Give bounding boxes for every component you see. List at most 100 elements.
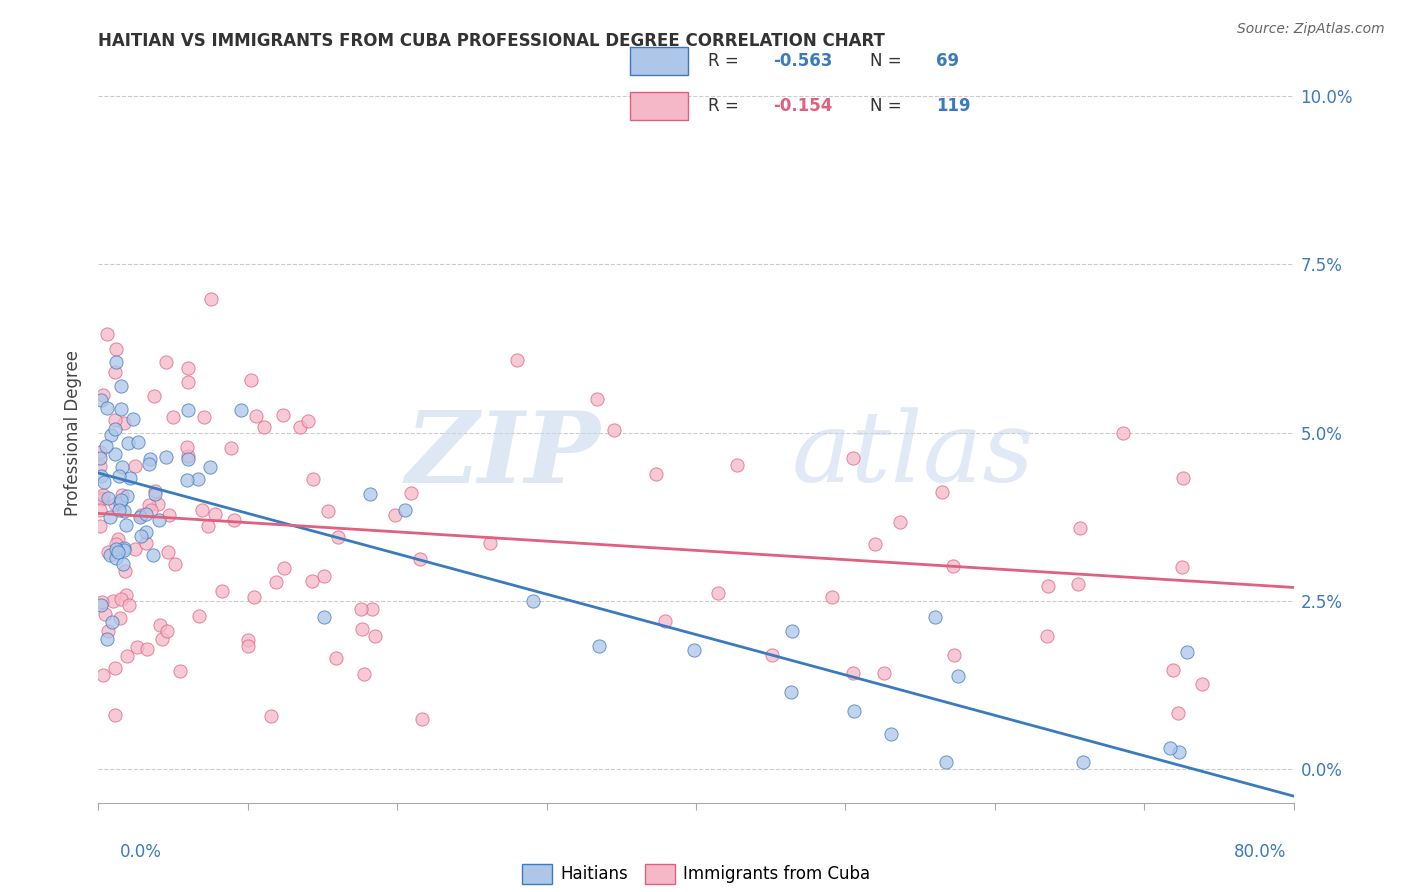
- Point: [129, 508, 152, 522]
- Point: [89, 445, 111, 459]
- Point: [115, 588, 138, 602]
- Point: [98, 548, 121, 562]
- Point: [104, 537, 127, 551]
- Point: [394, 503, 416, 517]
- Point: [163, 557, 186, 571]
- Point: [90, 598, 112, 612]
- Text: -0.563: -0.563: [773, 52, 832, 70]
- Point: [110, 493, 132, 508]
- Text: N =: N =: [870, 97, 907, 115]
- Point: [260, 709, 283, 723]
- Point: [842, 666, 865, 681]
- Point: [97, 491, 120, 506]
- Point: [162, 409, 184, 424]
- Point: [654, 614, 676, 628]
- Point: [108, 496, 131, 510]
- Point: [111, 460, 134, 475]
- Point: [118, 598, 141, 612]
- Point: [155, 450, 177, 464]
- Point: [101, 594, 124, 608]
- Point: [288, 420, 311, 434]
- Point: [238, 639, 260, 653]
- Point: [187, 608, 209, 623]
- Point: [177, 452, 200, 467]
- Point: [104, 447, 127, 461]
- Point: [297, 414, 319, 428]
- Point: [169, 664, 191, 678]
- Point: [136, 642, 159, 657]
- Point: [316, 504, 339, 518]
- Point: [221, 441, 243, 455]
- Point: [585, 392, 607, 406]
- Point: [120, 471, 142, 485]
- Point: [112, 543, 135, 558]
- Point: [204, 507, 226, 521]
- Text: 0.0%: 0.0%: [120, 843, 162, 861]
- Point: [176, 375, 198, 389]
- Point: [121, 412, 143, 426]
- Point: [127, 434, 149, 449]
- Text: 119: 119: [936, 97, 970, 115]
- Text: HAITIAN VS IMMIGRANTS FROM CUBA PROFESSIONAL DEGREE CORRELATION CHART: HAITIAN VS IMMIGRANTS FROM CUBA PROFESSI…: [98, 32, 886, 50]
- Point: [328, 530, 350, 544]
- Point: [96, 401, 118, 415]
- Point: [197, 518, 219, 533]
- Point: [108, 469, 131, 483]
- Point: [363, 628, 385, 642]
- Point: [191, 503, 214, 517]
- Point: [176, 440, 198, 454]
- Point: [110, 591, 132, 606]
- Point: [1167, 745, 1189, 759]
- Point: [588, 639, 610, 653]
- Point: [107, 532, 129, 546]
- Point: [229, 403, 252, 417]
- Point: [889, 515, 911, 529]
- Text: 80.0%: 80.0%: [1234, 843, 1286, 861]
- Point: [177, 403, 200, 417]
- Point: [935, 755, 957, 769]
- Point: [110, 379, 132, 393]
- FancyBboxPatch shape: [630, 92, 689, 120]
- Point: [112, 503, 135, 517]
- Point: [111, 488, 134, 502]
- Point: [124, 542, 146, 557]
- Point: [353, 667, 375, 681]
- Point: [112, 417, 135, 431]
- Point: [91, 388, 114, 402]
- Point: [115, 648, 138, 663]
- Point: [1038, 579, 1060, 593]
- Point: [104, 354, 127, 368]
- Point: [142, 389, 165, 403]
- Point: [90, 392, 112, 407]
- Point: [104, 708, 127, 723]
- Point: [135, 536, 157, 550]
- Point: [90, 469, 112, 483]
- Point: [93, 475, 115, 489]
- Point: [142, 548, 165, 562]
- Point: [821, 590, 844, 604]
- Point: [1159, 741, 1181, 756]
- Point: [314, 569, 336, 583]
- Point: [105, 342, 128, 356]
- Point: [409, 551, 432, 566]
- Point: [603, 423, 626, 437]
- Point: [842, 450, 865, 465]
- Text: -0.154: -0.154: [773, 97, 832, 115]
- Point: [942, 558, 965, 573]
- Point: [90, 491, 112, 505]
- Point: [143, 487, 166, 501]
- Point: [159, 508, 181, 522]
- Point: [89, 459, 111, 474]
- Point: [1036, 629, 1059, 643]
- Point: [399, 486, 422, 500]
- Point: [91, 595, 114, 609]
- Legend: Haitians, Immigrants from Cuba: Haitians, Immigrants from Cuba: [515, 857, 877, 891]
- Point: [138, 498, 160, 512]
- Point: [124, 458, 146, 473]
- Point: [1191, 676, 1213, 690]
- Point: [146, 498, 169, 512]
- Point: [725, 458, 748, 473]
- Point: [1163, 663, 1185, 677]
- Point: [842, 705, 865, 719]
- Point: [155, 624, 177, 639]
